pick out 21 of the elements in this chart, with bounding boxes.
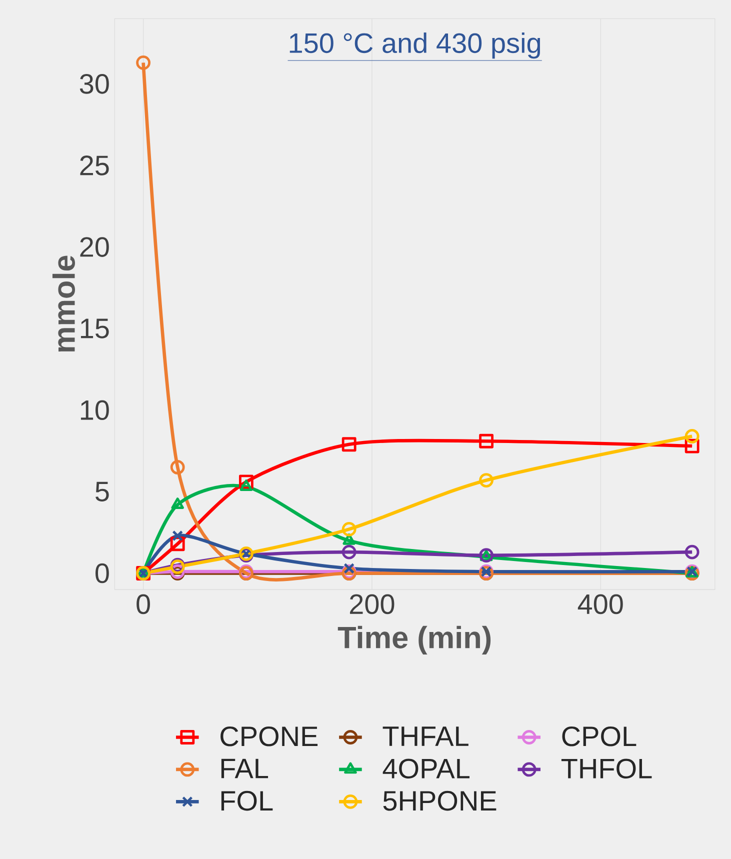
legend-label: THFAL [382, 726, 468, 746]
x-axis-title: Time (min) [338, 626, 491, 655]
legend-label: CPOL [562, 726, 636, 746]
legend-label: CPONE [220, 726, 318, 746]
y-tick-label: 10 [81, 400, 109, 420]
legend-label: 4OPAL [382, 758, 470, 779]
legend-label: 5HPONE [383, 790, 496, 811]
y-tick-label: 25 [80, 156, 109, 176]
legend-label: THFOL [561, 758, 652, 779]
x-tick-label: 0 [136, 594, 150, 614]
legend-label: FOL [221, 790, 273, 811]
y-tick-label: 5 [96, 482, 109, 502]
y-tick-label: 20 [80, 237, 109, 257]
x-tick-label: 200 [350, 594, 394, 614]
legend-label: FAL [221, 758, 268, 778]
y-tick-label: 15 [81, 318, 109, 338]
y-axis-title: mmole [52, 256, 76, 352]
chart-title: 150 °C and 430 psig [290, 32, 540, 59]
y-tick-label: 30 [80, 74, 109, 94]
y-tick-label: 0 [96, 563, 109, 584]
x-tick-label: 400 [578, 594, 623, 614]
